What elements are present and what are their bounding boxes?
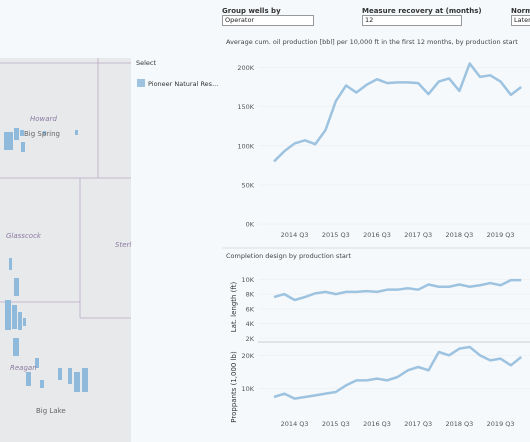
x-tick-label: 2019 Q3 bbox=[487, 231, 515, 239]
legend-title: Select bbox=[136, 59, 157, 67]
control-label: Norma bbox=[511, 7, 530, 15]
x-tick-label: 2017 Q3 bbox=[404, 231, 432, 239]
x-tick-label: 2014 Q3 bbox=[281, 231, 309, 239]
y-tick-label: 10K bbox=[241, 276, 254, 284]
control-label: Group wells by bbox=[222, 7, 281, 15]
legend-item[interactable]: Pioneer Natural Res... bbox=[148, 80, 218, 88]
y-tick-label: 150K bbox=[237, 103, 254, 111]
input[interactable]: 12 bbox=[362, 15, 462, 26]
data-line bbox=[273, 345, 522, 400]
dropdown[interactable]: Laters bbox=[511, 15, 530, 26]
y-axis-title: Proppants (1,000 lb) bbox=[230, 351, 238, 423]
y-tick-label: 200K bbox=[237, 64, 254, 72]
y-tick-label: 8K bbox=[246, 291, 255, 299]
control-label: Measure recovery at (months) bbox=[362, 7, 482, 15]
data-line bbox=[273, 62, 522, 163]
legend-swatch[interactable] bbox=[137, 79, 145, 87]
y-tick-label: 20K bbox=[241, 352, 254, 360]
y-axis-title: Lat. length (ft) bbox=[230, 282, 238, 333]
chart-title: Completion design by production start bbox=[226, 252, 352, 260]
y-tick-label: 4K bbox=[246, 320, 255, 328]
y-tick-label: 0K bbox=[246, 221, 255, 229]
x-tick-label: 2019 Q3 bbox=[487, 420, 515, 428]
y-tick-label: 6K bbox=[246, 305, 255, 313]
y-tick-label: 100K bbox=[237, 142, 254, 150]
dropdown[interactable]: Operator bbox=[222, 15, 314, 26]
y-tick-label: 10K bbox=[241, 385, 254, 393]
data-line bbox=[273, 278, 522, 302]
x-tick-label: 2016 Q3 bbox=[363, 420, 391, 428]
map-label: Howard bbox=[30, 115, 57, 123]
map-label: Glasscock bbox=[6, 232, 42, 240]
x-tick-label: 2015 Q3 bbox=[322, 231, 350, 239]
map-label: Big Spring bbox=[24, 130, 60, 138]
x-tick-label: 2015 Q3 bbox=[322, 420, 350, 428]
wells bbox=[4, 128, 88, 392]
county-lines bbox=[0, 58, 131, 319]
map-label: Big Lake bbox=[36, 407, 66, 415]
y-tick-label: 2K bbox=[246, 335, 255, 343]
map-label: Reagan bbox=[10, 364, 37, 372]
y-tick-label: 50K bbox=[241, 181, 254, 189]
x-tick-label: 2014 Q3 bbox=[281, 420, 309, 428]
x-tick-label: 2018 Q3 bbox=[445, 231, 473, 239]
map[interactable] bbox=[0, 58, 131, 442]
map-label: Sterl bbox=[115, 241, 131, 249]
x-tick-label: 2016 Q3 bbox=[363, 231, 391, 239]
x-tick-label: 2018 Q3 bbox=[445, 420, 473, 428]
x-tick-label: 2017 Q3 bbox=[404, 420, 432, 428]
chart-title: Average cum. oil production [bbl] per 10… bbox=[226, 38, 518, 46]
